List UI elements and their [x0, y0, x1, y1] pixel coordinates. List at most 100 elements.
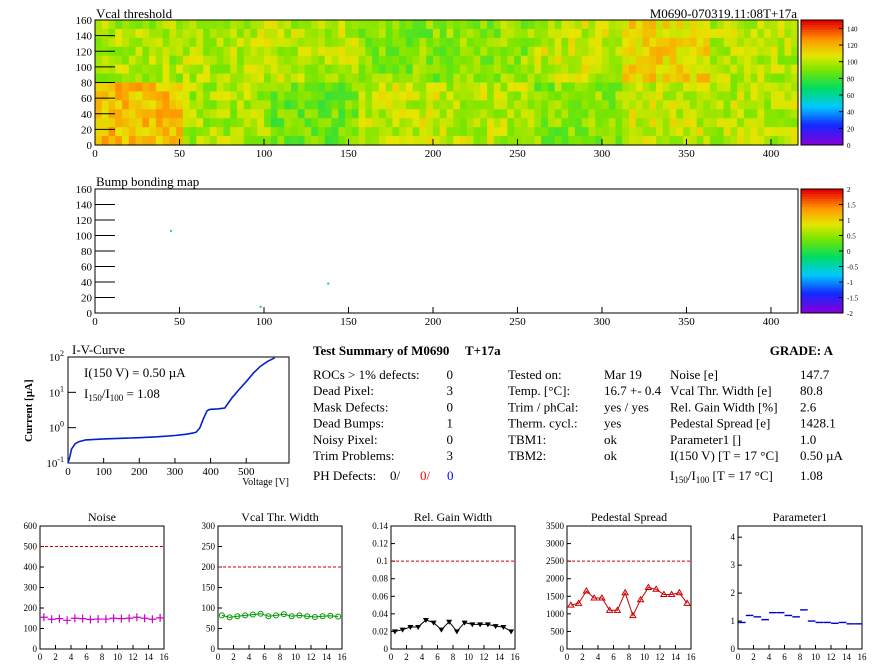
- roc-cell: [331, 127, 339, 137]
- roc-cell: [115, 73, 123, 84]
- x-tick-label: 0: [216, 652, 221, 662]
- colorbar-band: [801, 201, 843, 205]
- roc-cell: [419, 73, 427, 84]
- roc-cell: [662, 118, 671, 128]
- roc-cell: [419, 109, 427, 119]
- roc-cell: [250, 20, 258, 30]
- roc-cell: [385, 91, 394, 101]
- roc-cell: [385, 28, 394, 39]
- roc-cell: [791, 82, 799, 93]
- colorbar-band: [801, 112, 843, 116]
- roc-cell: [764, 73, 772, 84]
- roc-cell: [439, 37, 448, 48]
- roc-cell: [236, 100, 245, 110]
- roc-cell: [182, 100, 191, 110]
- roc-cell: [689, 136, 698, 146]
- roc-cell: [324, 127, 333, 137]
- colorbar-band: [801, 290, 843, 294]
- roc-cell: [176, 46, 184, 57]
- roc-cell: [568, 136, 576, 146]
- roc-cell: [216, 91, 225, 101]
- roc-cell: [460, 20, 468, 30]
- roc-cell: [392, 136, 400, 146]
- roc-cell: [432, 82, 441, 93]
- y-tick-label: 3000: [546, 539, 565, 549]
- roc-cell: [196, 64, 204, 75]
- roc-cell: [318, 20, 326, 30]
- roc-cell: [243, 37, 252, 48]
- roc-cell: [446, 37, 454, 48]
- roc-cell: [493, 109, 502, 119]
- roc-cell: [669, 55, 677, 66]
- roc-cell: [115, 46, 123, 57]
- roc-cell: [426, 73, 434, 84]
- roc-cell: [385, 64, 394, 75]
- y-tick-label: 3500: [546, 521, 565, 531]
- roc-cell: [601, 109, 610, 119]
- roc-cell: [703, 64, 711, 75]
- roc-cell: [507, 37, 515, 48]
- roc-cell: [547, 109, 556, 119]
- roc-cell: [95, 82, 103, 93]
- roc-cell: [399, 28, 407, 39]
- x-tick-label: 8: [451, 652, 456, 662]
- roc-cell: [196, 91, 204, 101]
- roc-cell: [257, 118, 265, 128]
- roc-cell: [527, 46, 535, 57]
- roc-cell: [304, 100, 312, 110]
- colorbar-band: [801, 85, 843, 88]
- roc-cell: [263, 91, 272, 101]
- roc-cell: [683, 82, 691, 93]
- roc-cell: [737, 118, 745, 128]
- roc-cell: [385, 109, 394, 119]
- roc-cell: [230, 127, 238, 137]
- colorbar-band: [801, 120, 843, 123]
- x-tick-label: 8: [278, 652, 283, 662]
- roc-cell: [149, 37, 157, 48]
- roc-cell: [716, 82, 725, 93]
- roc-cell: [554, 127, 563, 137]
- roc-cell: [196, 20, 204, 30]
- roc-cell: [277, 127, 285, 137]
- roc-cell: [723, 20, 732, 30]
- colorbar-band: [801, 62, 843, 66]
- colorbar-band: [801, 268, 843, 272]
- roc-cell: [656, 127, 664, 137]
- roc-cell: [115, 136, 123, 146]
- roc-cell: [324, 37, 333, 48]
- y-tick-label: 200: [202, 562, 216, 572]
- roc-cell: [358, 109, 366, 119]
- roc-cell: [122, 64, 130, 75]
- roc-cell: [656, 91, 664, 101]
- summary-condition-value: 16.7 +- 0.4: [604, 383, 662, 398]
- roc-cell: [608, 136, 617, 146]
- roc-cell: [696, 127, 704, 137]
- summary-defect-label: Trim Problems:: [313, 448, 395, 463]
- roc-cell: [189, 91, 197, 101]
- roc-cell: [764, 82, 772, 93]
- roc-cell: [730, 55, 738, 66]
- roc-cell: [405, 28, 414, 39]
- roc-cell: [764, 136, 772, 146]
- roc-cell: [345, 73, 353, 84]
- colorbar-band: [801, 140, 843, 143]
- roc-cell: [737, 37, 745, 48]
- roc-cell: [446, 118, 454, 128]
- roc-cell: [473, 20, 481, 30]
- roc-cell: [216, 109, 225, 119]
- roc-cell: [297, 136, 306, 146]
- roc-cell: [730, 100, 738, 110]
- roc-cell: [432, 100, 441, 110]
- x-tick-label: 8: [627, 652, 632, 662]
- roc-cell: [642, 37, 650, 48]
- roc-cell: [493, 73, 502, 84]
- roc-cell: [764, 100, 772, 110]
- summary-parameter-value: 1428.1: [800, 416, 836, 431]
- roc-cell: [743, 28, 752, 39]
- data-point: [117, 614, 126, 623]
- roc-cell: [203, 37, 211, 48]
- roc-cell: [405, 100, 414, 110]
- roc-cell: [750, 73, 759, 84]
- roc-cell: [399, 109, 407, 119]
- roc-cell: [574, 64, 583, 75]
